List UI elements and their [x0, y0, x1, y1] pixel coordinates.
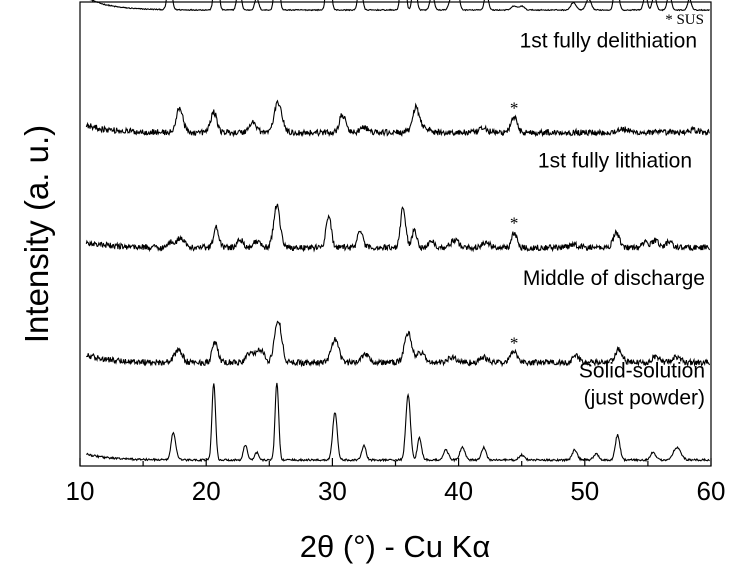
- x-tick-label: 20: [192, 476, 221, 506]
- x-tick-label: 50: [570, 476, 599, 506]
- x-tick-label: 30: [318, 476, 347, 506]
- y-axis-label: Intensity (a. u.): [18, 125, 55, 343]
- series-line-1: [86, 101, 709, 136]
- series-label-4-line-1: (just powder): [584, 387, 705, 410]
- sus-note: * SUS: [665, 12, 704, 28]
- series-label-4-line-0: Solid-solution: [579, 360, 705, 383]
- x-axis-tick-labels: 10 20 30 40 50 60: [66, 476, 726, 506]
- x-tick-label: 10: [66, 476, 95, 506]
- series-label-1: 1st fully delithiation: [520, 30, 697, 53]
- x-axis-label: 2θ (°) - Cu Kα: [300, 529, 491, 564]
- x-tick-label: 60: [697, 476, 726, 506]
- sus-asterisk: *: [510, 214, 519, 233]
- series-label-2: 1st fully lithiation: [538, 150, 692, 173]
- series-label-3: Middle of discharge: [523, 267, 705, 290]
- x-tick-label: 40: [444, 476, 473, 506]
- sus-asterisk: *: [510, 99, 519, 118]
- sus-asterisk: *: [510, 334, 519, 353]
- sus-markers: * * *: [510, 99, 519, 353]
- x-axis-ticks: [80, 458, 711, 466]
- series-line-2: [86, 204, 709, 251]
